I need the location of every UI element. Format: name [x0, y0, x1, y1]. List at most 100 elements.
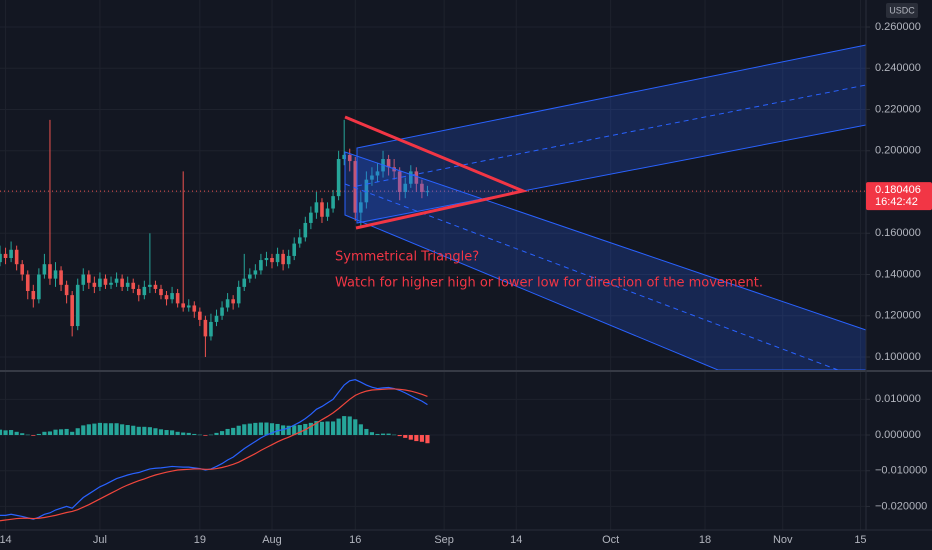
histogram-bar [314, 421, 319, 436]
histogram-bar [425, 435, 430, 444]
histogram-bar [70, 431, 75, 436]
currency: USDC [889, 5, 915, 15]
candle-body [397, 171, 402, 193]
candle-body [87, 274, 91, 283]
candle-body [253, 270, 258, 275]
candle-body [186, 305, 191, 308]
histogram-bar [236, 425, 241, 436]
histogram-bar [369, 432, 375, 436]
histogram-bar [103, 423, 108, 436]
candle-body [148, 284, 152, 287]
histogram-bar [92, 423, 97, 436]
candle-body [0, 253, 2, 263]
candle-body [48, 264, 52, 279]
histogram-bar [14, 431, 19, 436]
annotation: Symmetrical Triangle? [335, 250, 479, 265]
y-tick-label: −0.010000 [875, 465, 927, 477]
candle-body [386, 159, 391, 168]
drawings: Symmetrical Triangle? Watch for higher h… [335, 44, 867, 371]
histogram-bar [53, 429, 58, 436]
candle-body [281, 253, 285, 265]
candle-body [109, 282, 113, 285]
indicator-line [0, 388, 428, 522]
candle-body [303, 222, 308, 238]
histogram-bar [25, 434, 30, 436]
candle-body [320, 202, 324, 217]
x-tick-label: Nov [773, 534, 793, 546]
candle-body [192, 305, 197, 312]
candle-body [264, 258, 269, 261]
histogram-bar [120, 424, 125, 436]
histogram-bar [336, 418, 341, 436]
candle-body [375, 171, 380, 176]
candle-body [259, 260, 263, 271]
histogram-bar [286, 425, 291, 436]
histogram-bar [197, 434, 202, 436]
candle-body [37, 274, 41, 300]
y-tick-label: −0.020000 [875, 500, 927, 512]
candle-body [125, 282, 130, 287]
candle-body [136, 288, 141, 296]
candle-body [342, 154, 346, 160]
candle-body [3, 253, 8, 259]
annotation: Watch for higher high or lower low for d… [335, 276, 763, 291]
histogram-bar [397, 435, 402, 437]
histogram-bar [219, 431, 225, 436]
histogram-bar [125, 425, 130, 436]
symmetrical-triangle [344, 115, 528, 230]
candle-body [325, 208, 330, 217]
candle-body [425, 191, 430, 193]
candle-body [220, 307, 224, 316]
histogram-bar [375, 433, 380, 436]
labels: 14 Jul 19 Aug 16 Sep 14 Oct 18 Nov 15 0.260000 0.240… [0, 21, 932, 546]
y-tick-label: 0.140000 [875, 268, 921, 280]
last-price-badge [866, 182, 932, 211]
candle-body [70, 295, 74, 327]
histogram-bar [225, 428, 230, 436]
candle-body [242, 278, 247, 287]
histogram-bar [20, 433, 25, 436]
last-price: 0.180406 [875, 184, 921, 196]
histogram-bar [297, 425, 302, 436]
candle-body [231, 299, 235, 304]
histogram-bar [158, 429, 164, 436]
histogram-bar [64, 428, 69, 436]
y-tick-label: 0.000000 [875, 429, 921, 441]
x-tick-label: 19 [194, 534, 206, 546]
candle-body [225, 299, 230, 308]
candle-body [292, 243, 297, 256]
candle-body [198, 311, 202, 320]
histogram-bar [414, 435, 419, 442]
candle-body [203, 319, 208, 337]
histogram-bar [342, 416, 347, 436]
histogram-bar [269, 423, 275, 436]
candle-body [153, 284, 158, 289]
histogram-bar [247, 423, 252, 436]
lower-channel-center [344, 183, 839, 371]
y-tick-label: 0.200000 [875, 145, 921, 157]
candle-body [98, 278, 102, 287]
histogram-bar [319, 421, 325, 436]
x-tick-label: 15 [854, 534, 866, 546]
histogram-bar [131, 425, 136, 436]
candle-body [420, 183, 424, 193]
candle-body [31, 291, 36, 300]
histogram-bar [347, 416, 352, 436]
candle-body [64, 284, 69, 296]
histogram-bar [353, 419, 358, 436]
candle-body [114, 278, 119, 283]
histogram-bar [203, 435, 208, 436]
candle-body [392, 167, 396, 172]
indicator-line [0, 379, 428, 520]
histogram-bar [292, 425, 297, 436]
histogram-bar [36, 433, 41, 436]
y-tick-label: 0.240000 [875, 62, 921, 74]
x-tick-label: 16 [349, 534, 361, 546]
histogram-bar [81, 425, 86, 436]
candle-body [408, 171, 413, 184]
y-tick-label: 0.120000 [875, 310, 921, 322]
histogram-bar [253, 422, 258, 436]
x-tick-label: Aug [262, 534, 282, 546]
candle-body [414, 171, 419, 184]
